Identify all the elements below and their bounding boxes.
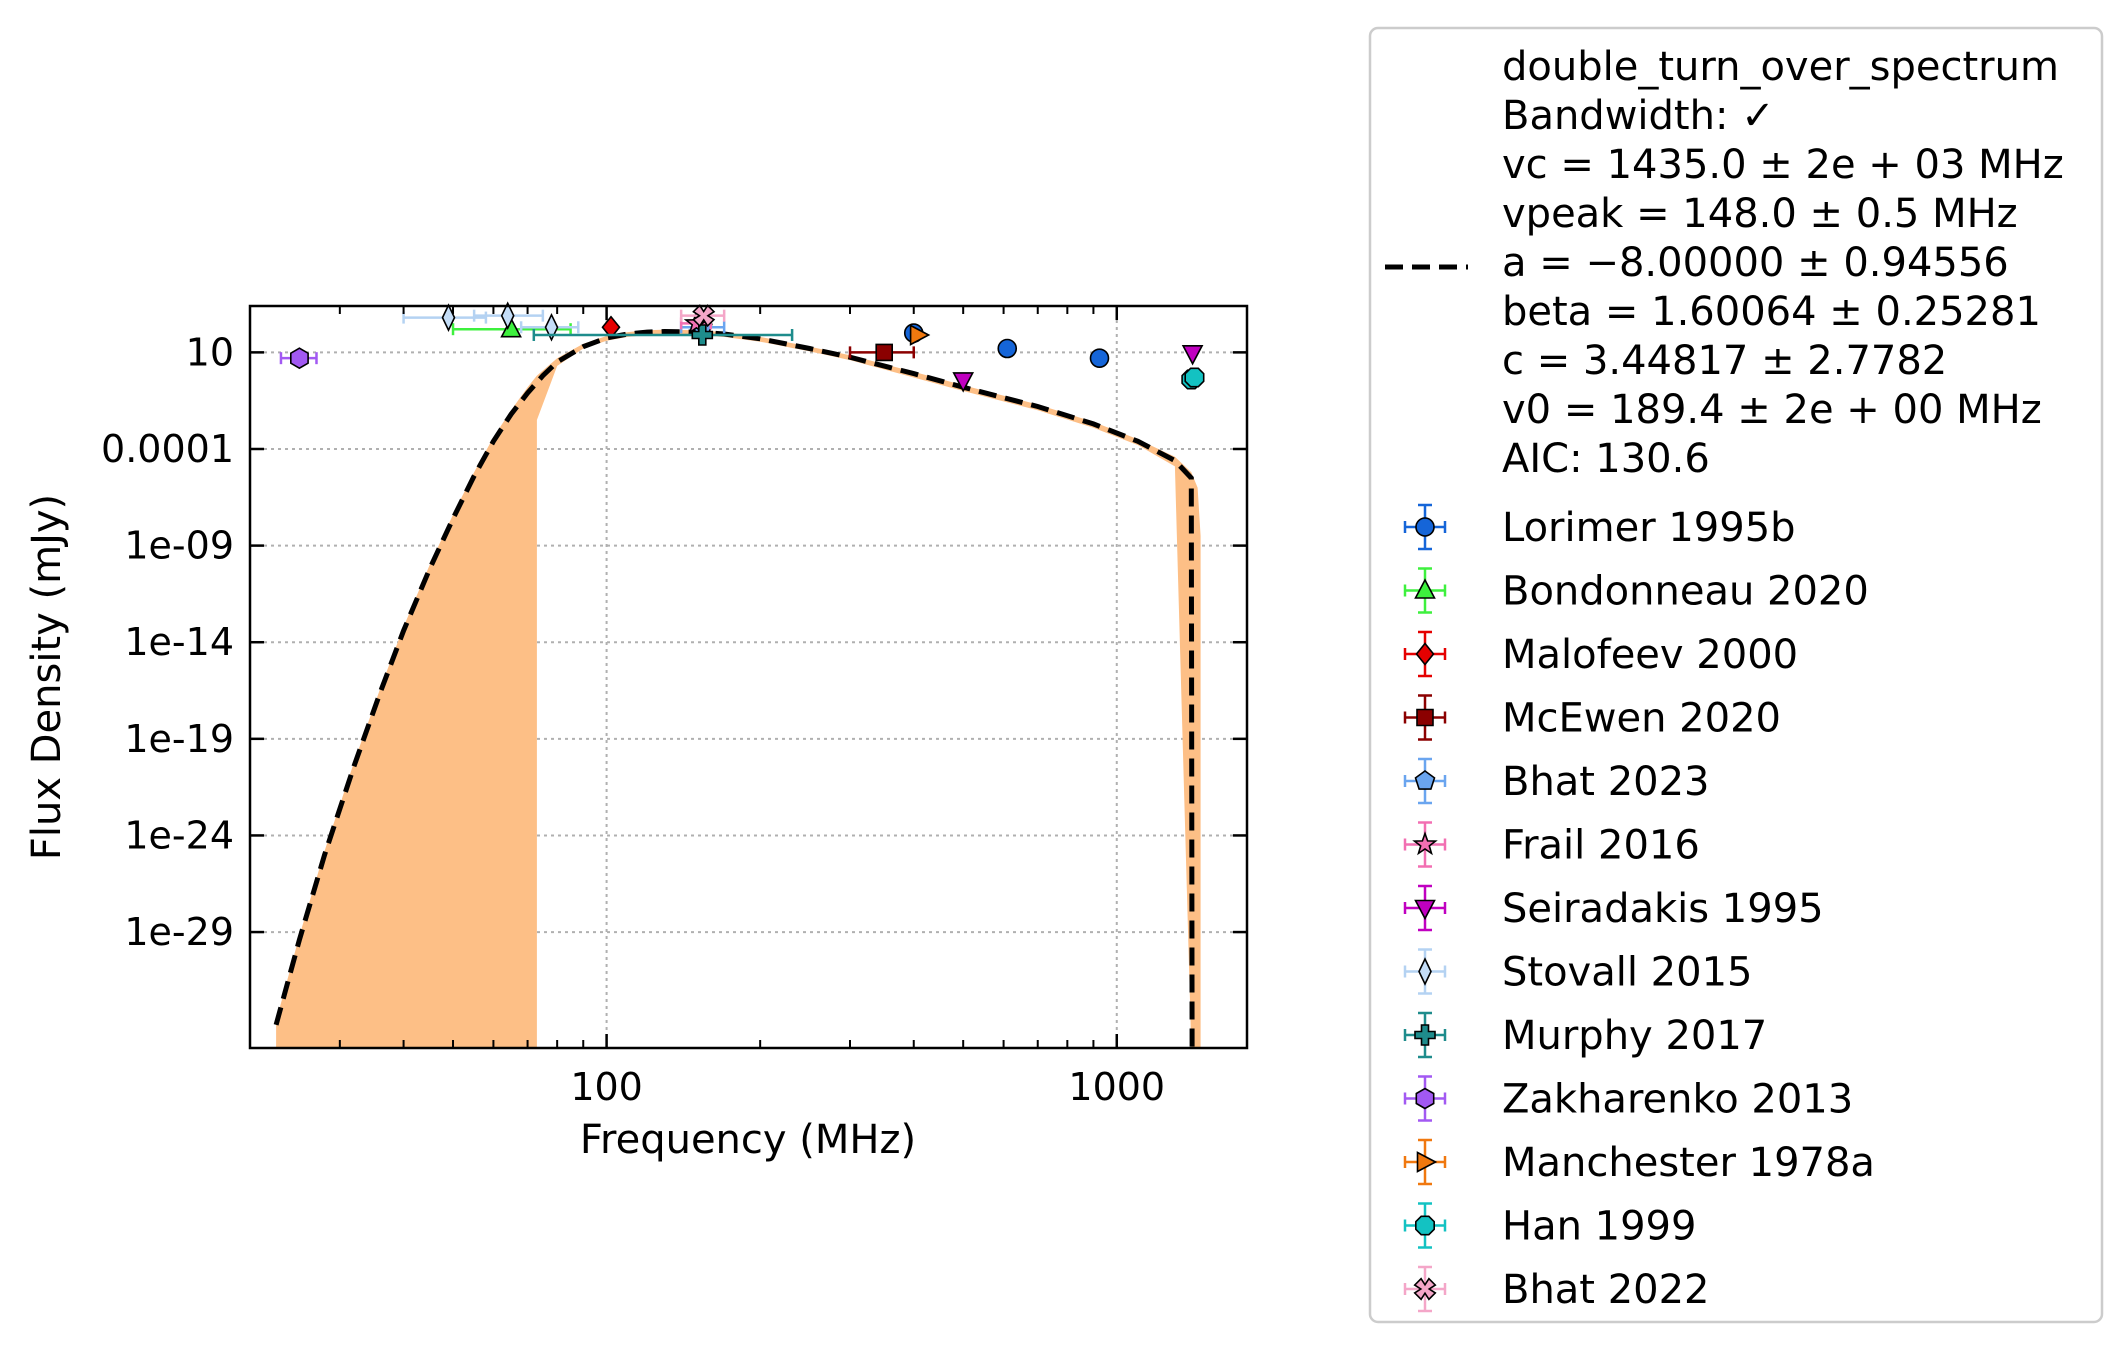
legend-fit-line: v0 = 189.4 ± 2e + 00 MHz xyxy=(1502,387,2042,433)
data-point xyxy=(1181,344,1204,366)
y-tick-label: 1e-29 xyxy=(124,910,234,954)
legend-fit-line: vc = 1435.0 ± 2e + 03 MHz xyxy=(1502,142,2064,188)
legend-label: Murphy 2017 xyxy=(1502,1013,1767,1059)
legend-label: Lorimer 1995b xyxy=(1502,505,1796,551)
data-point xyxy=(875,343,894,362)
legend-label: Bhat 2023 xyxy=(1502,759,1710,805)
y-tick-label: 1e-19 xyxy=(124,717,234,761)
data-point xyxy=(1184,367,1205,388)
legend-marker xyxy=(1414,1024,1436,1046)
legend-marker xyxy=(1418,957,1432,986)
legend-entry: Lorimer 1995b xyxy=(1403,503,1796,551)
series-malofeev-2000 xyxy=(601,315,621,340)
legend-entry: Frail 2016 xyxy=(1403,821,1700,869)
y-tick-label: 1e-09 xyxy=(124,524,234,568)
y-tick-label: 0.0001 xyxy=(101,427,234,471)
legend-marker xyxy=(1416,1151,1438,1173)
legend-label: Bondonneau 2020 xyxy=(1502,569,1869,615)
legend-entry: Murphy 2017 xyxy=(1403,1011,1767,1059)
legend-fit-line: double_turn_over_spectrum xyxy=(1502,44,2059,90)
legend-fit-line: beta = 1.60064 ± 0.25281 xyxy=(1502,289,2041,335)
legend-marker xyxy=(1415,517,1435,537)
legend-entry: Manchester 1978a xyxy=(1403,1138,1875,1186)
legend-entry: Malofeev 2000 xyxy=(1403,630,1798,678)
legend-marker xyxy=(1414,899,1436,921)
legend-fit-line: a = −8.00000 ± 0.94556 xyxy=(1502,240,2009,286)
y-tick-label: 1e-24 xyxy=(124,813,234,857)
legend-entry: Stovall 2015 xyxy=(1403,948,1752,996)
fit-uncertainty-band xyxy=(276,329,1201,1048)
data-point xyxy=(500,316,522,338)
legend-label: Seiradakis 1995 xyxy=(1502,886,1824,932)
y-axis-title: Flux Density (mJy) xyxy=(24,494,70,860)
legend-entry: Bondonneau 2020 xyxy=(1403,567,1869,615)
legend-fit-line: c = 3.44817 ± 2.7782 xyxy=(1502,338,1947,384)
legend-frame xyxy=(1368,26,2104,1324)
legend-fit-line: vpeak = 148.0 ± 0.5 MHz xyxy=(1502,191,2018,237)
legend-marker xyxy=(1415,642,1435,666)
data-point xyxy=(691,324,714,346)
x-tick-label: 1000 xyxy=(1068,1065,1165,1109)
legend-marker xyxy=(1415,1087,1435,1110)
legend-marker xyxy=(1416,708,1434,727)
legend-label: Bhat 2022 xyxy=(1502,1267,1710,1313)
series-bhat-2022 xyxy=(679,304,726,328)
legend-fit-line: Bandwidth: ✓ xyxy=(1502,93,1775,139)
legend-label: Frail 2016 xyxy=(1502,823,1700,869)
data-point xyxy=(952,372,975,393)
series-seiradakis-1995 xyxy=(952,344,1204,393)
legend-entry: Seiradakis 1995 xyxy=(1403,884,1824,932)
data-point xyxy=(601,315,621,340)
data-point xyxy=(289,347,309,370)
data-point xyxy=(1089,348,1110,368)
data-points xyxy=(279,301,1205,393)
legend-label: Stovall 2015 xyxy=(1502,950,1752,996)
data-point xyxy=(544,312,559,342)
legend-entry: Han 1999 xyxy=(1403,1202,1696,1250)
legend-label: Malofeev 2000 xyxy=(1502,632,1798,678)
fit-band xyxy=(276,329,1201,1048)
series-murphy-2017 xyxy=(532,324,794,346)
series-zakharenko-2013 xyxy=(279,347,318,370)
series-mcewen-2020 xyxy=(848,343,915,362)
axis-ticks: 10 0.0001 1e-09 1e-14 1e-19 1e-24 1e-29 100 1000 xyxy=(101,306,1247,1109)
legend-entry: McEwen 2020 xyxy=(1403,694,1781,742)
x-axis-title: Frequency (MHz) xyxy=(580,1117,916,1163)
y-tick-label: 1e-14 xyxy=(124,620,234,664)
x-tick-label: 100 xyxy=(570,1065,643,1109)
legend-entry: Bhat 2023 xyxy=(1403,757,1710,805)
legend-entry: Bhat 2022 xyxy=(1403,1265,1710,1313)
series-han-1999 xyxy=(1181,367,1205,390)
grid xyxy=(250,306,1247,1048)
series-stovall-2015 xyxy=(402,301,580,342)
data-point xyxy=(997,338,1018,359)
legend-marker xyxy=(1414,578,1436,599)
legend-fit-line: AIC: 130.6 xyxy=(1502,436,1710,482)
series-lorimer-1995b xyxy=(903,323,1110,368)
series-manchester-1978a xyxy=(909,324,931,346)
legend-label: Han 1999 xyxy=(1502,1204,1696,1250)
legend-marker xyxy=(1412,831,1438,856)
y-tick-label: 10 xyxy=(186,330,234,374)
legend-label: McEwen 2020 xyxy=(1502,696,1781,742)
data-point xyxy=(692,304,716,328)
legend-marker xyxy=(1415,1215,1435,1236)
legend-label: Zakharenko 2013 xyxy=(1502,1077,1853,1123)
legend-label: Manchester 1978a xyxy=(1502,1140,1875,1186)
legend-marker xyxy=(1414,770,1436,790)
data-point xyxy=(500,301,515,331)
legend-entry: Zakharenko 2013 xyxy=(1403,1075,1853,1123)
plot-frame xyxy=(248,304,1249,1050)
legend-marker xyxy=(1413,1277,1437,1301)
data-point xyxy=(909,324,931,346)
